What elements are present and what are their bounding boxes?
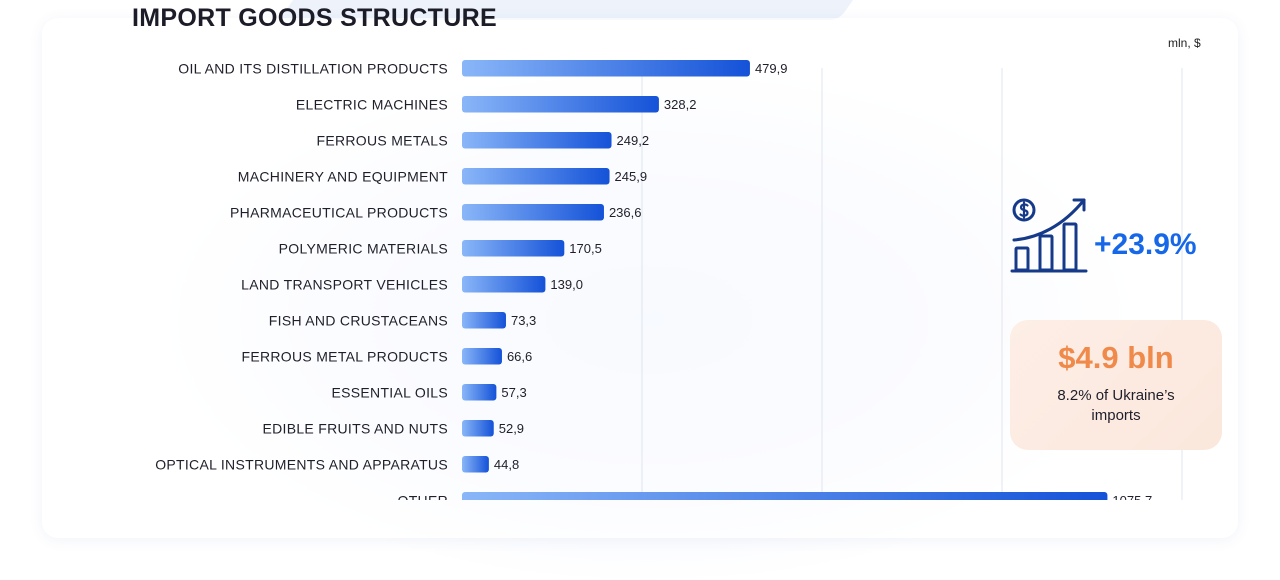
- bar: [462, 204, 604, 221]
- category-label: ESSENTIAL OILS: [331, 384, 448, 400]
- value-label: 249,2: [617, 133, 650, 148]
- labels: OIL AND ITS DISTILLATION PRODUCTS 479,9 EL…: [155, 60, 1152, 500]
- bar: [462, 168, 610, 185]
- value-label: 44,8: [494, 457, 519, 472]
- total-import-box: $4.9 bln 8.2% of Ukraine’s imports: [1010, 320, 1222, 450]
- units-label: mln, $: [1168, 36, 1201, 50]
- category-label: EDIBLE FRUITS AND NUTS: [262, 420, 448, 436]
- bar: [462, 240, 565, 257]
- category-label: PHARMACEUTICAL PRODUCTS: [230, 204, 448, 220]
- category-label: OPTICAL INSTRUMENTS AND APPARATUS: [155, 456, 448, 472]
- bar: [462, 96, 659, 113]
- bars: [462, 60, 1108, 500]
- value-label: 57,3: [501, 385, 526, 400]
- value-label: 1075,7: [1112, 493, 1152, 500]
- grid-lines: [641, 68, 1183, 500]
- value-label: 170,5: [569, 241, 602, 256]
- category-label: FERROUS METAL PRODUCTS: [241, 348, 448, 364]
- category-label: OIL AND ITS DISTILLATION PRODUCTS: [178, 60, 448, 76]
- bar-chart: OIL AND ITS DISTILLATION PRODUCTS 479,9 EL…: [155, 60, 1183, 500]
- value-label: 479,9: [755, 61, 788, 76]
- value-label: 245,9: [615, 169, 648, 184]
- total-import-description: 8.2% of Ukraine’s imports: [1057, 387, 1175, 424]
- growth-chart-dollar-icon: [1008, 192, 1090, 279]
- value-label: 66,6: [507, 349, 532, 364]
- bar: [462, 132, 612, 149]
- category-label: MACHINERY AND EQUIPMENT: [238, 168, 448, 184]
- value-label: 139,0: [550, 277, 583, 292]
- category-label: POLYMERIC MATERIALS: [279, 240, 448, 256]
- value-label: 328,2: [664, 97, 697, 112]
- bar: [462, 276, 546, 293]
- category-label: FERROUS METALS: [316, 132, 448, 148]
- category-label: ELECTRIC MACHINES: [296, 96, 448, 112]
- bar: [462, 492, 1108, 500]
- category-label: FISH AND CRUSTACEANS: [269, 312, 448, 328]
- bar: [462, 312, 506, 329]
- value-label: 236,6: [609, 205, 642, 220]
- growth-percentage: +23.9%: [1094, 228, 1197, 261]
- bar: [462, 60, 750, 77]
- total-import-value: $4.9 bln: [1058, 340, 1174, 375]
- category-label: LAND TRANSPORT VEHICLES: [241, 276, 448, 292]
- value-label: 73,3: [511, 313, 536, 328]
- bar: [462, 420, 494, 437]
- bar: [462, 348, 502, 365]
- bar: [462, 456, 489, 473]
- bar: [462, 384, 497, 401]
- category-label: OTHER: [398, 492, 449, 500]
- value-label: 52,9: [499, 421, 524, 436]
- chart-title: IMPORT GOODS STRUCTURE: [132, 4, 497, 32]
